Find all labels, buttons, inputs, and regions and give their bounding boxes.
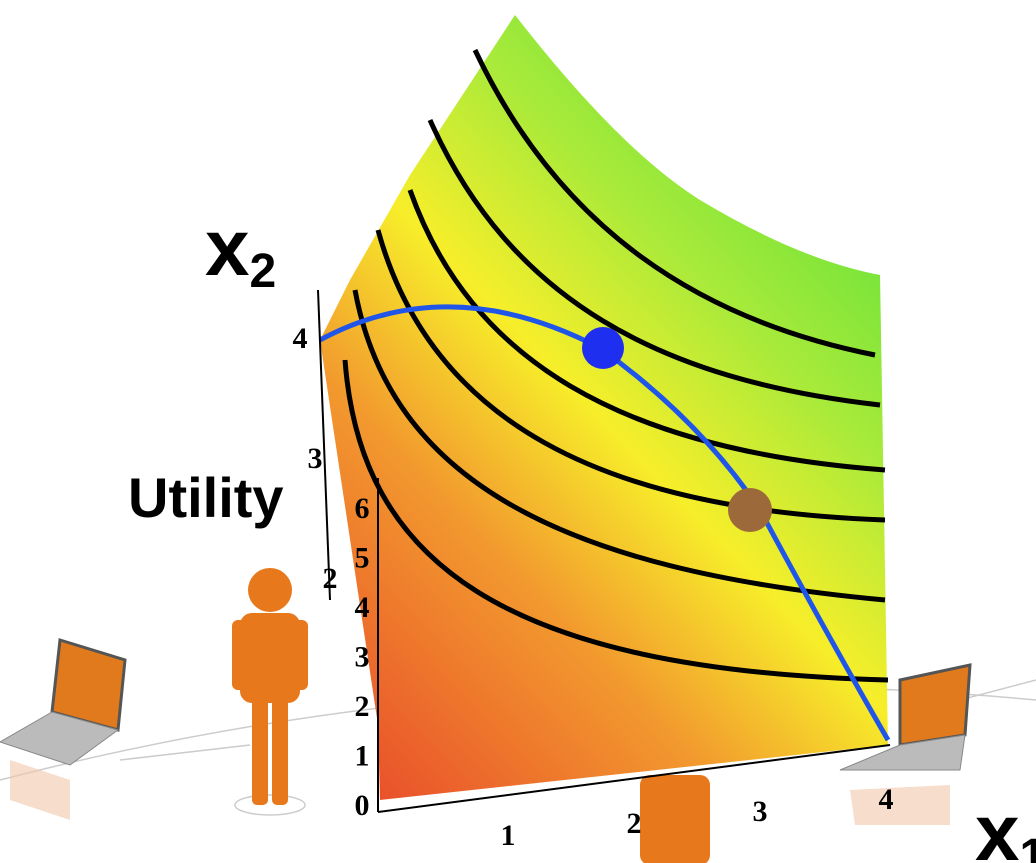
tick-label: 5 <box>355 542 370 575</box>
laptop-right <box>839 663 972 825</box>
tick-label: 3 <box>753 795 768 828</box>
tick-label: 2 <box>627 807 642 840</box>
tick-label: 6 <box>355 492 370 525</box>
tick-label: 2 <box>355 690 370 723</box>
utility-label: Utility <box>128 466 284 529</box>
budget-curve <box>318 304 891 742</box>
person-front <box>640 775 710 863</box>
tick-label: 3 <box>355 641 370 674</box>
x1-axis <box>377 744 891 813</box>
tick-label: 2 <box>323 562 338 595</box>
other-point <box>728 488 772 532</box>
x2-axis <box>317 289 331 601</box>
tick-label: 4 <box>355 591 370 624</box>
utility-surface <box>320 15 888 800</box>
tick-label: 0 <box>355 789 370 822</box>
optimum-point <box>582 327 624 369</box>
tick-label: 1 <box>355 740 370 773</box>
x2-label: x2 <box>205 203 276 298</box>
tick-label: 4 <box>293 322 308 355</box>
person <box>232 568 308 805</box>
tick-label: 3 <box>308 442 323 475</box>
contours <box>342 48 889 683</box>
x1-label: x1 <box>975 788 1036 863</box>
tick-label: 1 <box>501 819 516 852</box>
laptop-left <box>0 638 127 820</box>
tick-label: 4 <box>879 783 894 816</box>
